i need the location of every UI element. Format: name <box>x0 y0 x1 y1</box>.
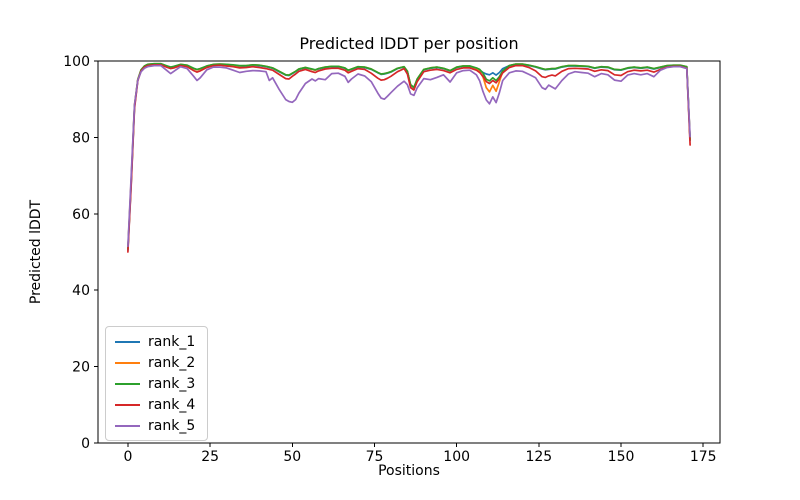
y-tick-label: 100 <box>63 54 90 70</box>
y-tick-label: 20 <box>72 360 90 376</box>
legend-entry-rank_2: rank_2 <box>115 352 198 373</box>
series-rank_4-line <box>127 63 691 253</box>
x-tick-label: 50 <box>283 449 301 465</box>
legend-label: rank_1 <box>148 333 196 350</box>
legend-entry-rank_5: rank_5 <box>115 415 198 436</box>
x-tick-label: 0 <box>123 449 132 465</box>
x-tick-label: 125 <box>525 449 552 465</box>
y-tick-label: 0 <box>81 436 90 452</box>
series-rank_5-line <box>127 64 691 248</box>
x-tick-label: 150 <box>608 449 635 465</box>
axes-frame <box>94 60 721 447</box>
legend-entry-rank_1: rank_1 <box>115 331 198 352</box>
y-axis-label: Predicted lDDT <box>28 199 44 304</box>
legend-label: rank_3 <box>148 375 196 392</box>
legend-entry-rank_3: rank_3 <box>115 373 198 394</box>
y-tick-label: 80 <box>72 130 90 146</box>
x-tick-label: 75 <box>366 449 384 465</box>
legend-line-sample <box>115 340 140 343</box>
legend-line-sample <box>115 382 140 385</box>
series-rank_1-line <box>127 63 691 251</box>
legend-entry-rank_4: rank_4 <box>115 394 198 415</box>
legend-line-sample <box>115 361 140 364</box>
legend-line-sample <box>115 403 140 406</box>
x-axis-label: Positions <box>378 463 440 479</box>
legend-line-sample <box>115 424 140 427</box>
legend-label: rank_2 <box>148 354 196 371</box>
chart-title: Predicted lDDT per position <box>299 34 518 53</box>
x-tick-label: 25 <box>201 449 219 465</box>
legend-label: rank_5 <box>148 417 196 434</box>
x-tick-label: 175 <box>690 449 717 465</box>
y-tick-label: 40 <box>72 283 90 299</box>
series-rank_3-line <box>127 62 691 250</box>
legend-label: rank_4 <box>148 396 196 413</box>
y-tick-label: 60 <box>72 207 90 223</box>
legend: rank_1 rank_2 rank_3 rank_4 rank_5 <box>105 326 208 441</box>
x-tick-label: 100 <box>443 449 470 465</box>
